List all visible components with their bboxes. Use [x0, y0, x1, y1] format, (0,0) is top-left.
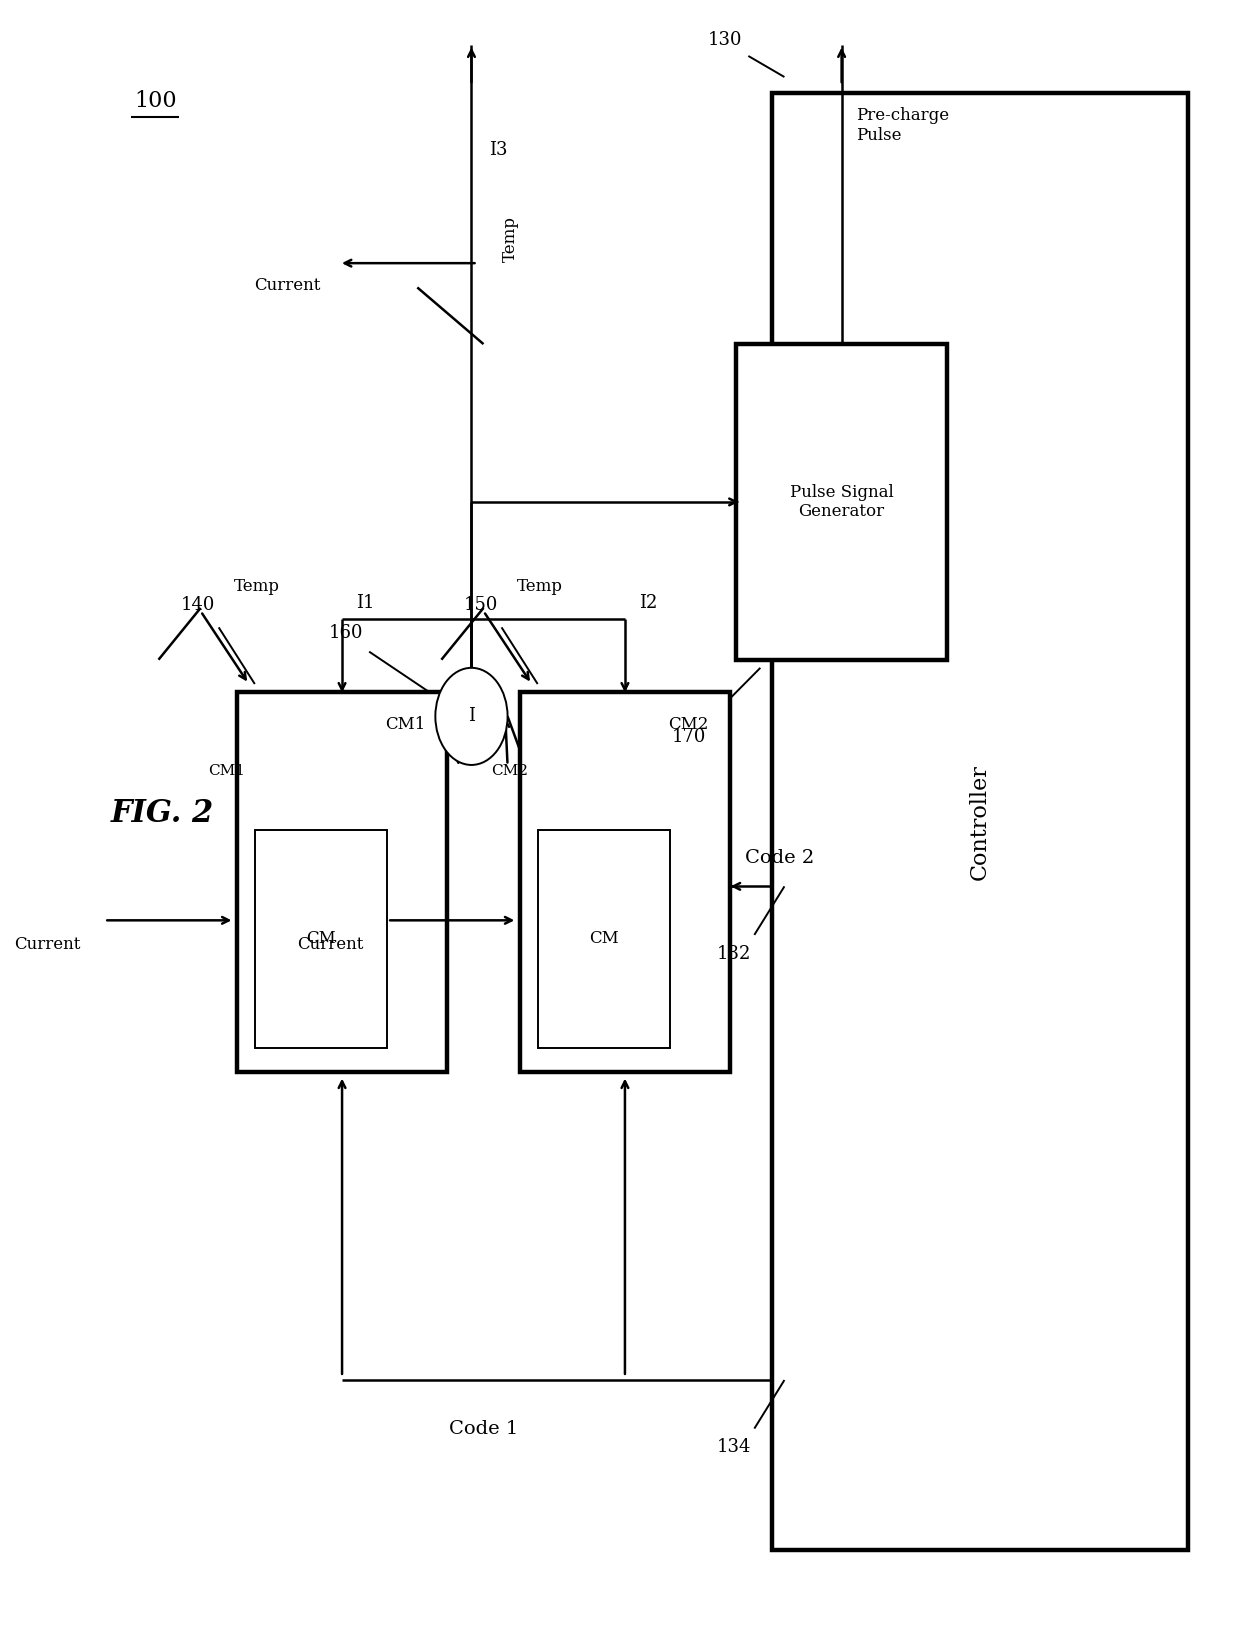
- Text: 134: 134: [717, 1438, 750, 1456]
- Text: CM: CM: [306, 931, 336, 947]
- Text: 170: 170: [672, 727, 707, 745]
- Text: Current: Current: [14, 936, 81, 953]
- FancyBboxPatch shape: [520, 691, 730, 1072]
- FancyBboxPatch shape: [737, 343, 947, 659]
- Text: I1: I1: [357, 594, 374, 612]
- Text: CM2: CM2: [491, 765, 528, 778]
- Text: Pre-charge
Pulse: Pre-charge Pulse: [856, 107, 949, 143]
- Text: I2: I2: [640, 594, 657, 612]
- Text: Pulse Signal
Generator: Pulse Signal Generator: [790, 483, 894, 521]
- Text: Controller: Controller: [968, 763, 991, 880]
- Text: Current: Current: [254, 277, 321, 294]
- FancyBboxPatch shape: [538, 830, 670, 1048]
- Text: 160: 160: [329, 623, 363, 643]
- Text: CM: CM: [589, 931, 619, 947]
- Text: 100: 100: [134, 89, 177, 112]
- FancyBboxPatch shape: [237, 691, 448, 1072]
- FancyBboxPatch shape: [773, 93, 1188, 1551]
- Text: FIG. 2: FIG. 2: [110, 797, 213, 830]
- Text: Code 1: Code 1: [449, 1420, 518, 1438]
- Text: I3: I3: [490, 142, 508, 159]
- Text: CM2: CM2: [668, 716, 708, 734]
- Circle shape: [435, 667, 507, 765]
- Text: Current: Current: [296, 936, 363, 953]
- Text: 130: 130: [708, 31, 743, 49]
- Text: I: I: [467, 708, 475, 726]
- Text: 140: 140: [181, 597, 215, 615]
- Text: Temp: Temp: [234, 578, 280, 595]
- Text: Temp: Temp: [501, 216, 518, 262]
- FancyBboxPatch shape: [254, 830, 387, 1048]
- Text: Code 2: Code 2: [745, 849, 813, 867]
- Text: CM1: CM1: [386, 716, 425, 734]
- Text: 150: 150: [464, 597, 498, 615]
- Text: 132: 132: [717, 945, 750, 963]
- Text: CM1: CM1: [208, 765, 246, 778]
- Text: Temp: Temp: [517, 578, 563, 595]
